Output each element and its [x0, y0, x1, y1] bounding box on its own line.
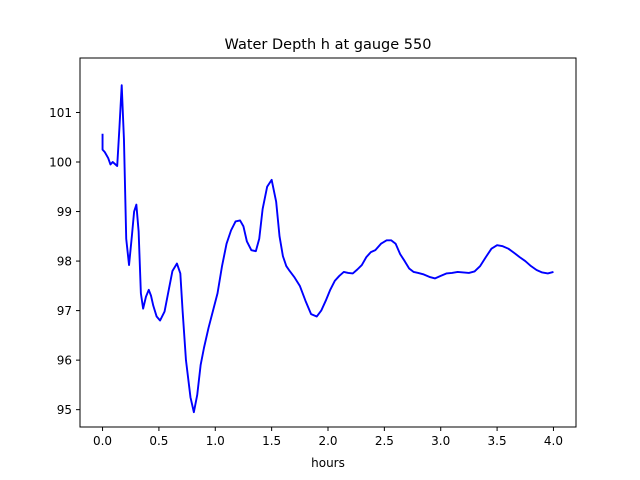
- x-tick-label: 0.5: [149, 434, 168, 448]
- chart-title: Water Depth h at gauge 550: [225, 37, 432, 53]
- y-tick-label: 99: [57, 205, 72, 219]
- x-tick-label: 4.0: [544, 434, 563, 448]
- y-tick-label: 101: [49, 106, 72, 120]
- y-tick-label: 96: [57, 354, 72, 368]
- x-tick-label: 2.0: [318, 434, 337, 448]
- x-tick-label: 3.0: [431, 434, 450, 448]
- x-tick-label: 2.5: [375, 434, 394, 448]
- y-tick-label: 97: [57, 304, 72, 318]
- y-axis: 95 96 97 98 99 100 101: [49, 106, 80, 417]
- x-axis-label: hours: [311, 456, 345, 470]
- x-tick-label: 1.0: [206, 434, 225, 448]
- x-axis: 0.0 0.5 1.0 1.5 2.0 2.5 3.0 3.5 4.0: [93, 427, 563, 448]
- x-tick-label: 0.0: [93, 434, 112, 448]
- y-tick-label: 100: [49, 156, 72, 170]
- x-tick-label: 3.5: [488, 434, 507, 448]
- series-line: [101, 84, 554, 414]
- x-tick-label: 1.5: [262, 434, 281, 448]
- y-tick-label: 98: [57, 255, 72, 269]
- y-tick-label: 95: [57, 403, 72, 417]
